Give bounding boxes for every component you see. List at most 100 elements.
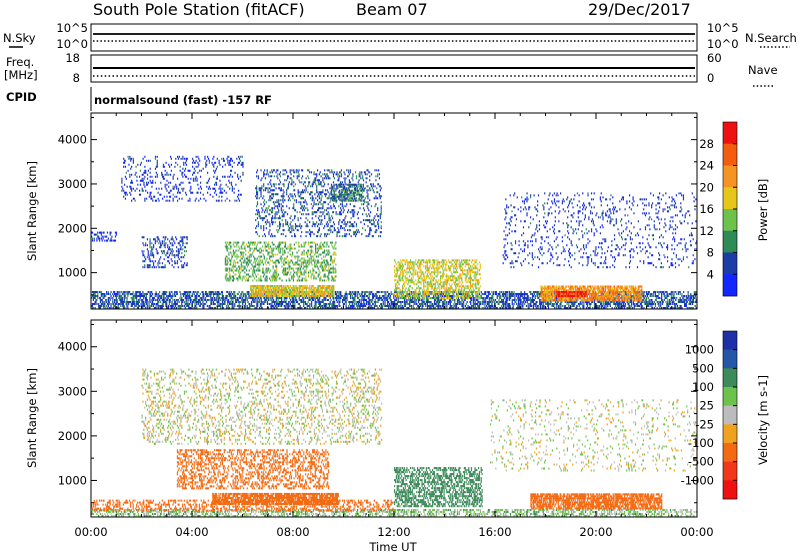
power-echo-cell xyxy=(412,305,414,308)
power-echo-cell xyxy=(237,293,239,296)
power-echo-cell xyxy=(266,249,268,252)
power-echo-cell xyxy=(313,289,315,292)
power-echo-cell xyxy=(598,301,600,304)
power-echo-cell xyxy=(495,301,497,304)
power-echo-cell xyxy=(324,291,326,294)
power-echo-cell xyxy=(412,307,414,309)
power-echo-cell xyxy=(296,293,299,296)
power-echo-cell xyxy=(91,307,94,309)
power-echo-cell xyxy=(237,249,239,252)
power-echo-cell xyxy=(288,307,290,309)
power-echo-cell xyxy=(362,291,364,294)
power-echo-cell xyxy=(306,303,308,306)
power-echo-cell xyxy=(133,301,135,304)
power-echo-cell xyxy=(206,305,208,308)
power-echo-cell xyxy=(257,287,259,290)
power-echo-cell xyxy=(273,289,276,292)
power-echo-cell xyxy=(532,305,535,308)
power-echo-cell xyxy=(137,295,140,298)
freq-tick-top: 18 xyxy=(65,51,80,65)
power-echo-cell xyxy=(416,303,418,306)
power-echo-cell xyxy=(640,301,642,304)
power-echo-cell xyxy=(326,291,328,294)
power-echo-cell xyxy=(359,295,361,298)
power-echo-cell xyxy=(250,297,252,300)
power-echo-cell xyxy=(334,279,336,282)
power-echo-cell xyxy=(99,305,102,308)
power-echo-cell xyxy=(150,291,152,294)
power-echo-cell xyxy=(478,305,480,308)
power-echo-cell xyxy=(323,269,326,272)
power-echo-cell xyxy=(276,291,278,294)
power-echo-cell xyxy=(530,303,532,306)
power-echo-cell xyxy=(325,269,327,272)
power-echo-cell xyxy=(250,305,253,308)
power-echo-cell xyxy=(281,265,283,268)
power-echo-cell xyxy=(333,301,335,304)
power-echo-cell xyxy=(513,299,515,302)
power-echo-cell xyxy=(504,291,506,294)
power-echo-cell xyxy=(212,291,215,294)
power-echo-cell xyxy=(179,297,181,300)
power-echo-cell xyxy=(520,303,522,306)
power-echo-cell xyxy=(258,297,260,300)
power-echo-cell xyxy=(665,297,667,300)
power-echo-cell xyxy=(640,305,642,308)
power-echo-cell xyxy=(516,307,519,309)
power-echo-cell xyxy=(655,297,657,300)
power-echo-cell xyxy=(258,295,261,298)
power-echo-cell xyxy=(232,241,234,244)
power-echo-cell xyxy=(285,297,287,300)
power-echo-cell xyxy=(118,307,120,309)
power-echo-cell xyxy=(309,307,311,309)
power-echo-cell xyxy=(106,299,108,302)
power-echo-cell xyxy=(324,275,326,278)
power-echo-cell xyxy=(450,295,452,298)
power-echo-cell xyxy=(283,299,285,302)
power-echo-cell xyxy=(319,291,322,294)
power-echo-cell xyxy=(269,279,272,282)
power-echo-cell xyxy=(246,255,249,258)
power-echo-cell xyxy=(211,291,213,294)
power-echo-cell xyxy=(226,245,228,248)
power-echo-cell xyxy=(189,303,191,306)
power-echo-cell xyxy=(171,307,173,309)
power-echo-cell xyxy=(390,293,392,296)
power-echo-cell xyxy=(161,293,163,296)
power-echo-cell xyxy=(234,295,236,298)
power-echo-cell xyxy=(316,287,318,290)
power-echo-cell xyxy=(226,263,228,266)
power-echo-cell xyxy=(139,291,141,294)
power-echo-cell xyxy=(327,287,330,290)
power-echo-cell xyxy=(354,303,356,306)
power-echo-cell xyxy=(164,293,166,296)
power-echo-cell xyxy=(260,295,262,298)
power-echo-cell xyxy=(231,255,233,258)
power-echo-cell xyxy=(307,293,309,296)
power-echo-cell xyxy=(434,299,436,302)
power-echo-cell xyxy=(262,287,264,290)
power-echo-cell xyxy=(412,301,414,304)
power-echo-cell xyxy=(304,243,306,246)
power-echo-cell xyxy=(188,307,190,309)
power-echo-cell xyxy=(180,305,182,308)
power-echo-cell xyxy=(307,301,309,304)
power-echo-cell xyxy=(179,305,181,308)
power-echo-cell xyxy=(690,307,692,309)
power-echo-cell xyxy=(330,293,332,296)
power-echo-cell xyxy=(276,275,279,278)
power-echo-cell xyxy=(281,285,283,288)
power-echo-cell xyxy=(302,267,304,270)
power-echo-cell xyxy=(364,305,367,308)
power-echo-cell xyxy=(357,295,359,298)
power-echo-cell xyxy=(407,265,409,268)
power-echo-cell xyxy=(401,261,403,264)
power-echo-cell xyxy=(261,301,263,304)
power-echo-cell xyxy=(279,289,281,292)
power-echo-cell xyxy=(224,275,227,278)
power-echo-cell xyxy=(107,301,109,304)
power-echo-cell xyxy=(413,291,415,294)
power-echo-cell xyxy=(489,297,491,300)
power-echo-cell xyxy=(292,277,295,280)
power-echo-cell xyxy=(224,301,226,304)
